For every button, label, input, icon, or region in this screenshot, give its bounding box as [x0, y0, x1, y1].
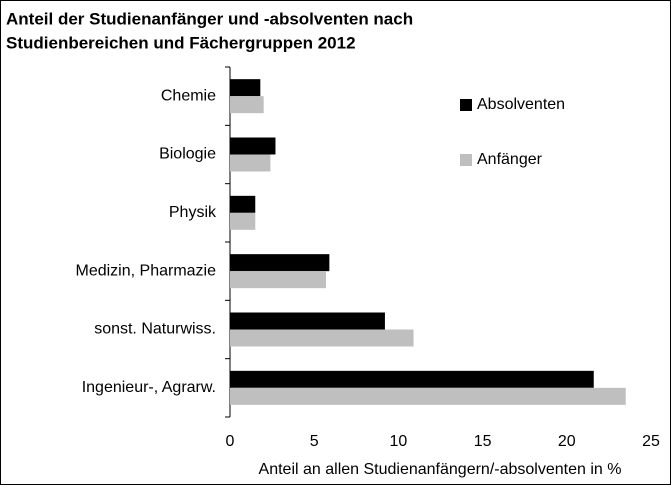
bar: [230, 212, 256, 230]
x-tick-label: 5: [310, 433, 319, 450]
y-tick-label: Ingenieur-, Agrarw.: [82, 379, 216, 396]
bar: [230, 154, 271, 172]
bar: [230, 137, 276, 155]
bar: [230, 387, 626, 405]
y-tick-label: sonst. Naturwiss.: [94, 321, 216, 338]
bar: [230, 370, 594, 388]
x-axis-title: Anteil an allen Studienanfängern/-absolv…: [259, 461, 622, 478]
bar: [230, 79, 261, 97]
legend-label: Anfänger: [477, 151, 543, 168]
chart-title: Anteil der Studienanfänger und -absolven…: [6, 9, 413, 28]
legend-label: Absolventen: [477, 96, 565, 113]
y-tick-label: Chemie: [161, 87, 216, 104]
y-tick-label: Medizin, Pharmazie: [76, 262, 217, 279]
legend-swatch: [460, 154, 472, 166]
bar: [230, 271, 326, 289]
bar: [230, 96, 264, 114]
y-tick-label: Physik: [169, 204, 217, 221]
x-tick-label: 15: [474, 433, 492, 450]
bar: [230, 254, 330, 272]
legend-swatch: [460, 99, 472, 111]
bar: [230, 312, 385, 330]
bar: [230, 195, 256, 213]
x-tick-label: 20: [558, 433, 576, 450]
x-tick-label: 10: [390, 433, 408, 450]
bar: [230, 329, 414, 347]
x-tick-label: 25: [642, 433, 660, 450]
x-tick-label: 0: [226, 433, 235, 450]
y-tick-label: Biologie: [159, 146, 216, 163]
chart-title: Studienbereichen und Fächergruppen 2012: [6, 33, 356, 52]
